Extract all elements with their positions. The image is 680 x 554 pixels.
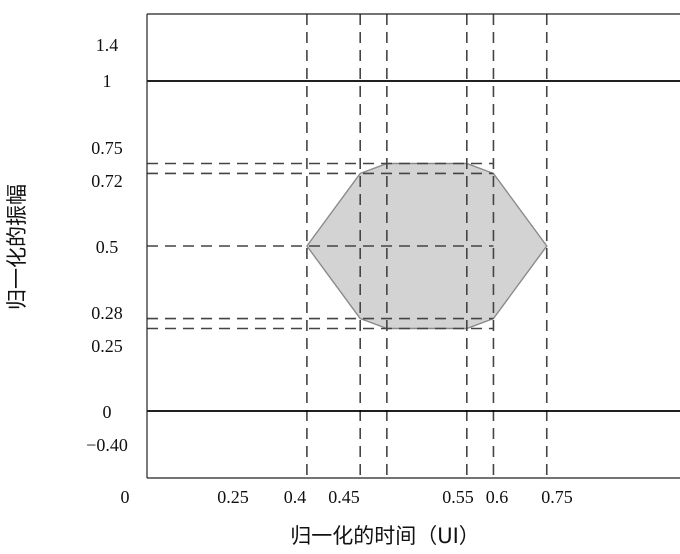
x-tick-label: 0.75 <box>541 487 573 507</box>
y-tick-label: 1 <box>103 71 112 91</box>
x-tick-label: 0.25 <box>217 487 249 507</box>
y-tick-label: 0.75 <box>91 138 123 158</box>
y-axis-title: 归一化的振幅 <box>5 184 29 310</box>
y-tick-label: 1.4 <box>96 35 119 55</box>
x-tick-label: 0.55 <box>442 487 474 507</box>
y-tick-label: 0.5 <box>96 237 119 257</box>
x-tick-label: 0.4 <box>284 487 307 507</box>
y-tick-label: 0 <box>103 402 112 422</box>
x-tick-label: 0 <box>121 487 130 507</box>
y-tick-label: 0.28 <box>91 303 123 323</box>
x-axis-title: 归一化的时间（UI） <box>290 524 480 548</box>
x-tick-label: 0.6 <box>486 487 509 507</box>
y-tick-label: 0.72 <box>91 171 123 191</box>
y-tick-label: −0.40 <box>86 435 128 455</box>
x-tick-label: 0.45 <box>328 487 360 507</box>
y-tick-label: 0.25 <box>91 336 123 356</box>
